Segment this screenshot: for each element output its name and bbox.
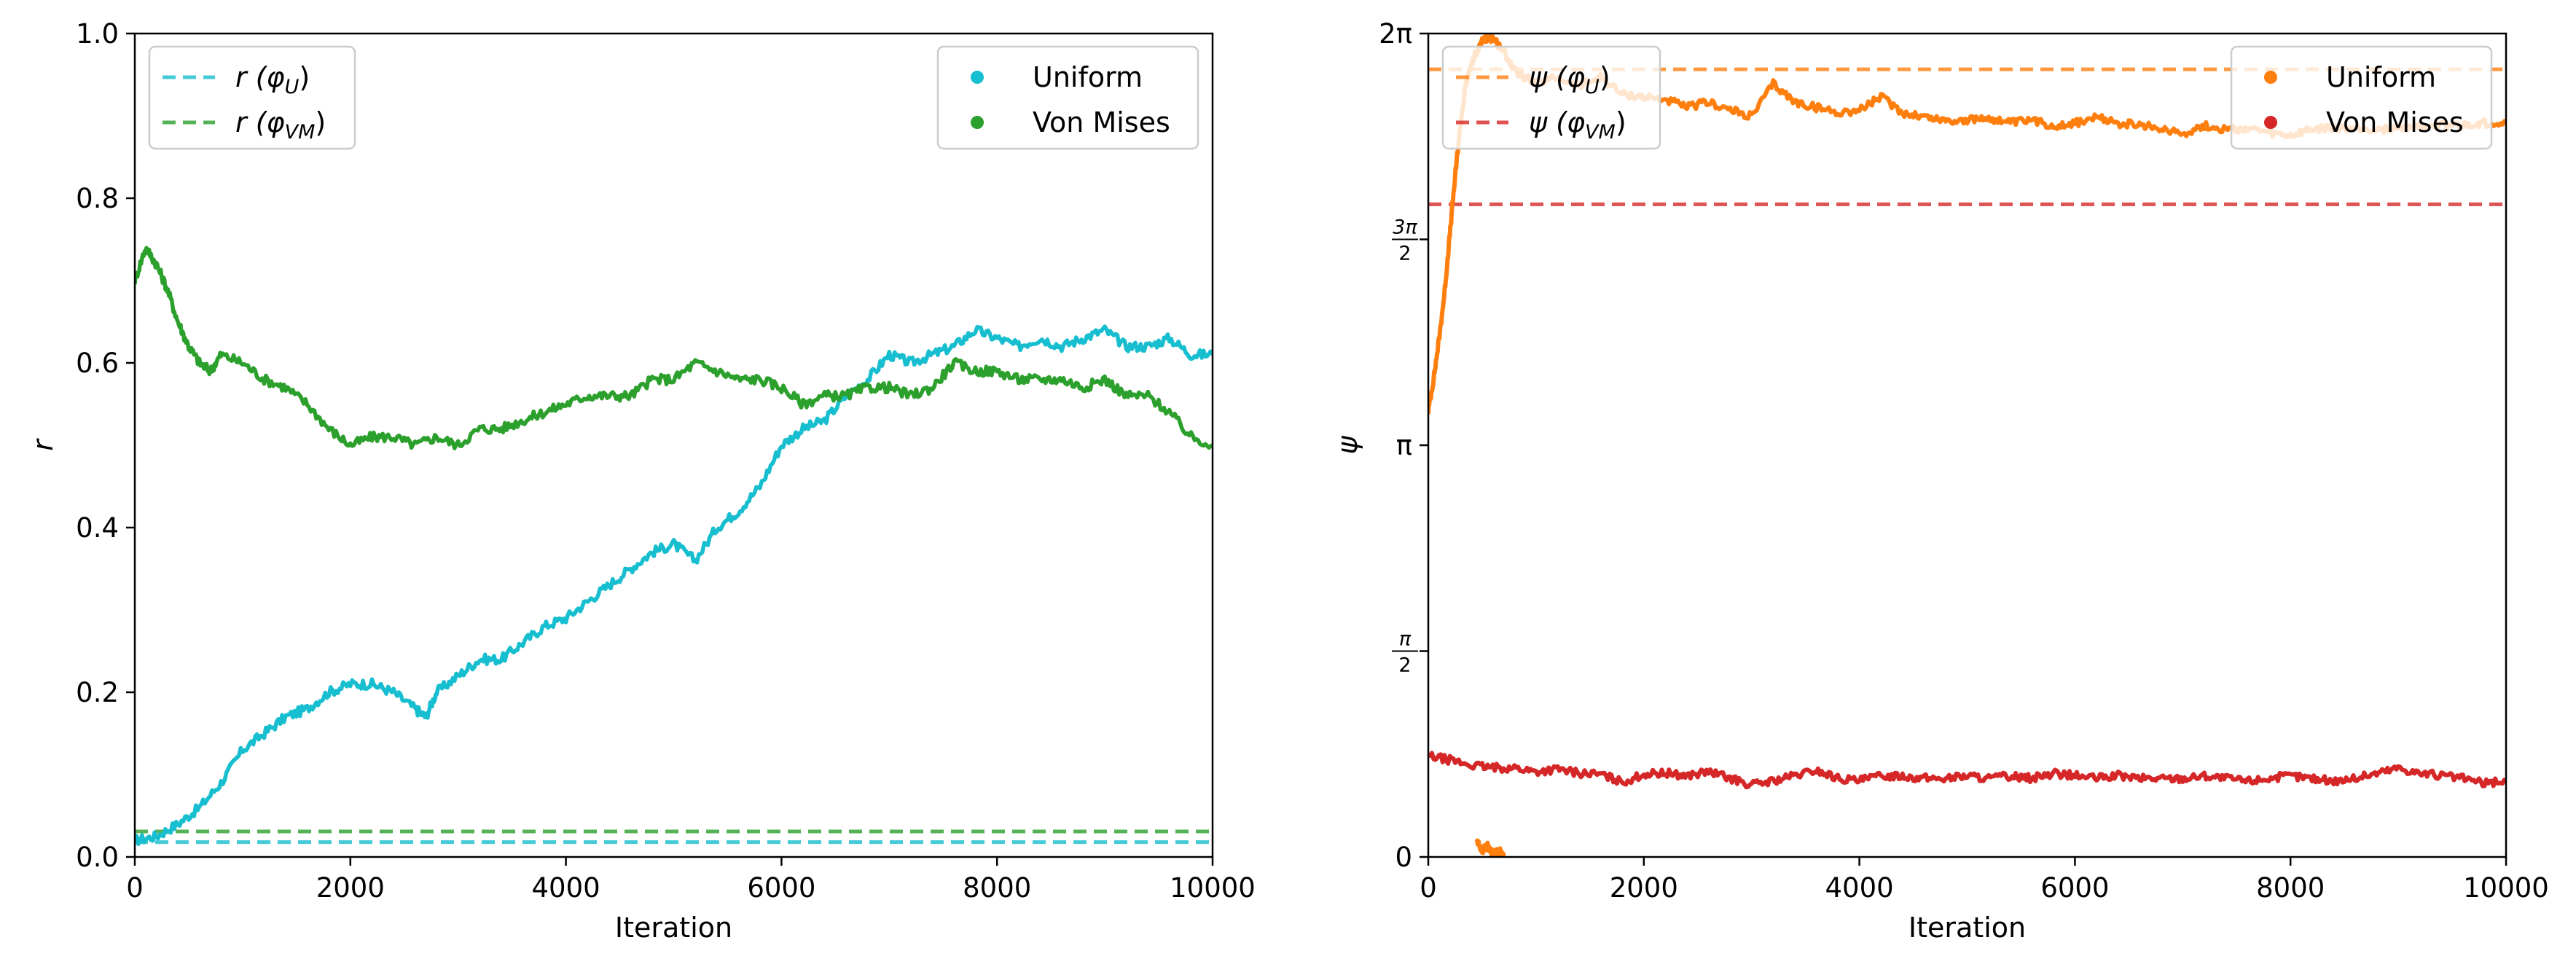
- legend-label-main: ψ (φ: [1529, 106, 1585, 138]
- legend-reference-label: ψ (φU): [1529, 61, 1610, 98]
- legend-series-marker: [2264, 71, 2277, 84]
- legend-label-subscript: VM: [285, 121, 316, 144]
- plot-area: [135, 246, 1213, 847]
- y-tick-label: 0.4: [76, 512, 119, 544]
- legend-label-main: r (φ: [235, 106, 285, 138]
- legend-series-marker: [971, 116, 984, 129]
- x-tick-label: 10000: [2463, 872, 2549, 904]
- legend-label-main: ψ (φ: [1529, 61, 1585, 93]
- legend-frame: [936, 45, 1199, 150]
- x-tick-label: 10000: [1170, 872, 1256, 904]
- y-tick-label-numerator: π: [1399, 628, 1412, 651]
- x-tick-label: 6000: [747, 872, 815, 904]
- legend-frame: [2230, 45, 2493, 150]
- y-tick-label-denominator: 2: [1398, 243, 1411, 265]
- axes-frame: [133, 32, 1214, 858]
- x-tick-label: 0: [126, 872, 144, 904]
- legend-reference-lines: r (φU)r (φVM): [148, 45, 356, 150]
- y-tick-label: 3π/2: [1404, 239, 1406, 240]
- legend-label-subscript: U: [285, 76, 300, 98]
- series-line-von-mises: [135, 246, 1213, 450]
- series-line-von-mises: [1428, 751, 2506, 790]
- y-tick-label: 1.0: [76, 18, 119, 50]
- y-tick-label: π: [1396, 430, 1412, 461]
- y-tick-label: 0.8: [76, 183, 119, 214]
- y-tick-label: 0.0: [76, 842, 119, 873]
- legend-series-marker: [971, 71, 984, 84]
- legend-series-label: Uniform: [2326, 61, 2436, 93]
- x-tick-label: 4000: [532, 872, 600, 904]
- x-tick-label: 4000: [1825, 872, 1894, 904]
- x-axis-label: Iteration: [615, 912, 732, 944]
- legend-frame: [148, 45, 356, 150]
- legend-label-close: ): [1600, 61, 1610, 93]
- y-tick-label: 0: [1395, 842, 1412, 873]
- legend-label-close: ): [299, 61, 310, 93]
- series-line-uniform: [135, 324, 1213, 847]
- legend-label-main: r (φ: [235, 61, 285, 93]
- y-axis-label: ψ: [1331, 436, 1363, 455]
- legend-label-subscript: U: [1585, 76, 1600, 98]
- y-tick-label-fraction: π2π/2: [1392, 628, 1418, 677]
- legend-reference-label: ψ (φVM): [1529, 106, 1626, 144]
- legend-reference-label: r (φVM): [235, 106, 326, 144]
- x-tick-label: 0: [1420, 872, 1437, 904]
- legend-label-subscript: VM: [1585, 121, 1616, 144]
- x-tick-label: 2000: [1610, 872, 1678, 904]
- legend-reference-lines: ψ (φU)ψ (φVM): [1441, 45, 1661, 150]
- y-tick-label-denominator: 2: [1398, 654, 1411, 677]
- plot-area: [1428, 34, 2506, 857]
- legend-label-close: ): [315, 106, 326, 138]
- legend-series-label: Von Mises: [2326, 106, 2464, 138]
- legend-series-label: Von Mises: [1033, 106, 1170, 138]
- x-tick-label: 8000: [963, 872, 1031, 904]
- legend-series-label: Uniform: [1033, 61, 1143, 93]
- x-tick-label: 6000: [2040, 872, 2109, 904]
- y-tick-label: 0.6: [76, 348, 119, 379]
- axes-frame: [1427, 32, 2508, 858]
- y-tick-label-fraction: 3π 2 3π/2: [1392, 216, 1418, 265]
- y-tick-label-numerator: 3π: [1393, 216, 1417, 239]
- y-tick-label: 0.2: [76, 677, 119, 708]
- y-axis-label: r: [27, 438, 59, 451]
- legend-series: Uniform Von Mises: [936, 45, 1199, 150]
- x-tick-label: 2000: [316, 872, 385, 904]
- legend-reference-label: r (φU): [235, 61, 310, 98]
- legend-series-marker: [2264, 116, 2277, 129]
- left-panel-r-chart: 0 2000 4000 6000 8000 10000 0.0 0.2 0.4 0.6 0.8 1.0…: [27, 18, 1256, 944]
- y-tick-label: 2π: [1379, 18, 1412, 50]
- legend-series: Uniform Von Mises: [2230, 45, 2493, 150]
- legend-label-close: ): [1616, 106, 1626, 138]
- right-panel-psi-chart: 0 2000 4000 6000 8000 100000π2π/2π3π23π/22πIt…: [1331, 18, 2549, 944]
- x-axis-label: Iteration: [1908, 912, 2026, 944]
- x-tick-label: 8000: [2256, 872, 2325, 904]
- series-line-uniform-wrapped-segment: [1474, 838, 1506, 857]
